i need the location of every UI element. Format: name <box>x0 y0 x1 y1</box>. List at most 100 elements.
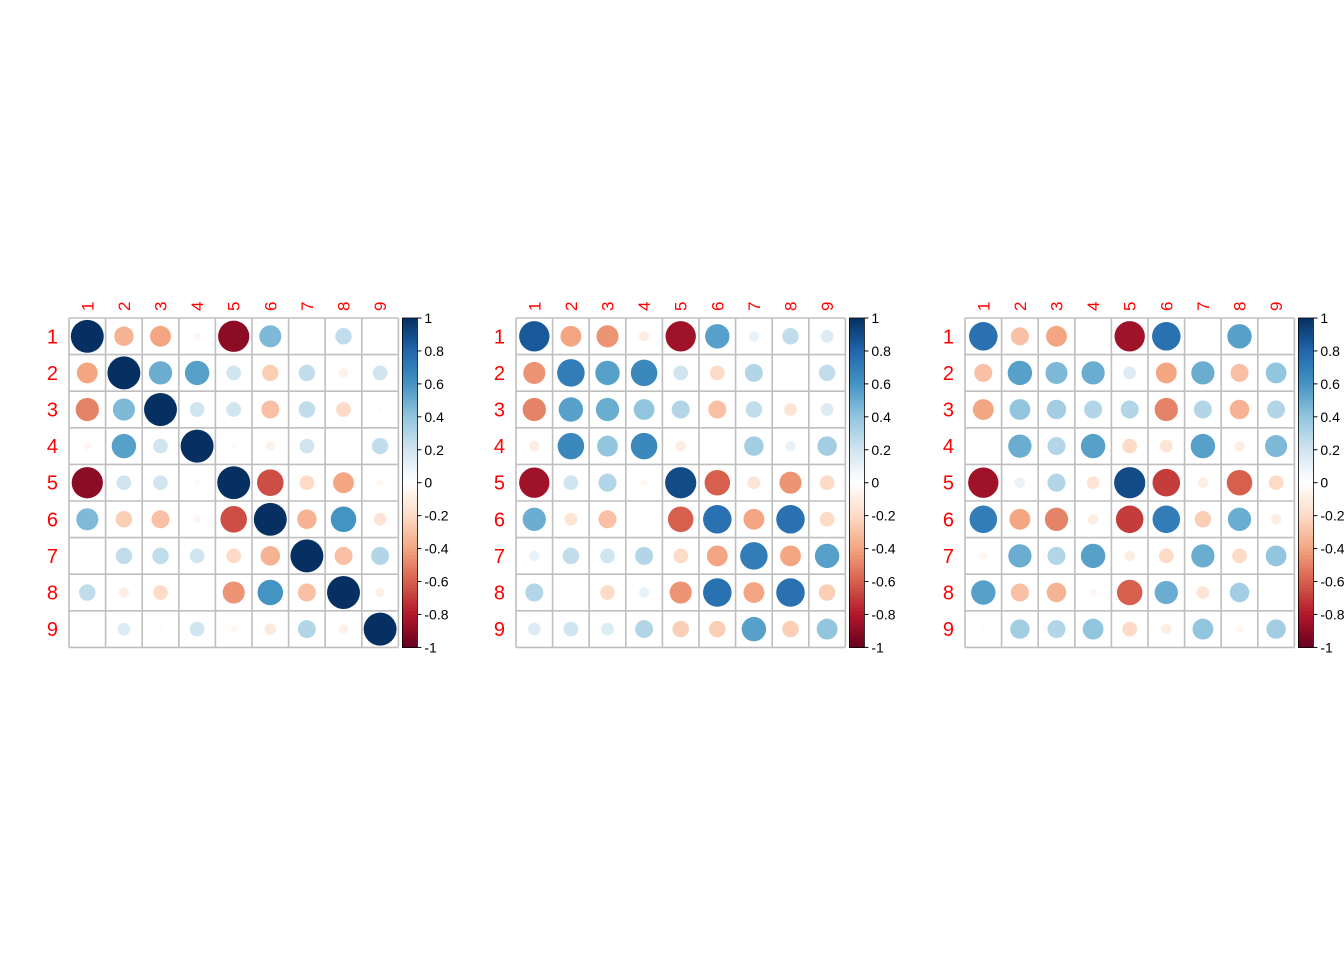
color-legend: 1 0.8 0.6 0.4 0.2 0 -0.2 -0.4 -0.6 -0.8 -1 <box>401 310 449 655</box>
color-legend-band <box>849 397 865 401</box>
row-label: 8 <box>47 583 58 605</box>
corr-circle-r7-c2 <box>115 547 133 565</box>
corr-circle-r3-c9 <box>820 403 834 416</box>
color-legend-band <box>849 640 865 645</box>
corr-circle-r8-c5 <box>222 581 245 604</box>
color-legend-band <box>849 607 865 612</box>
corr-circle-r9-c7 <box>741 616 767 642</box>
corr-circle-r7-c9 <box>814 543 840 569</box>
color-legend-band <box>849 469 865 474</box>
corr-circle-r6-c7 <box>743 508 765 530</box>
corr-circle-r7-c7 <box>290 539 324 573</box>
color-legend-band <box>402 515 418 520</box>
corr-circle-r3-c4 <box>633 399 655 420</box>
corr-circle-r3-c9 <box>377 407 383 412</box>
color-legend-band <box>849 538 865 543</box>
corr-circle-r2-c9 <box>818 364 836 382</box>
corr-circle-r9-c9 <box>363 612 397 646</box>
corr-circle-r8-c3 <box>153 585 168 600</box>
row-label: 4 <box>47 436 58 458</box>
corr-circle-r7-c3 <box>600 548 615 564</box>
color-legend-band <box>402 364 418 369</box>
corr-circle-r4-c5 <box>675 440 686 452</box>
corr-circle-r2-c1 <box>974 363 993 382</box>
color-legend-band <box>849 406 865 411</box>
color-legend-band <box>1298 377 1314 382</box>
corr-circle-r7-c3 <box>152 547 169 565</box>
row-label: 8 <box>494 583 505 605</box>
corr-circle-r2-c7 <box>1191 361 1215 385</box>
corr-circle-r3-c2 <box>112 398 135 421</box>
color-legend-band <box>1298 364 1314 369</box>
corr-circle-r6-c8 <box>330 506 357 533</box>
color-legend-band <box>1298 453 1314 457</box>
color-legend-band <box>402 640 418 645</box>
color-legend-band <box>402 459 418 464</box>
corr-circle-r8-c3 <box>1046 582 1067 603</box>
color-legend-tick-label: 1 <box>871 310 879 326</box>
color-legend-band <box>849 499 865 504</box>
color-legend-band <box>849 597 865 602</box>
corr-circle-r2-c4 <box>184 360 210 386</box>
corr-circle-r1-c8 <box>782 328 799 345</box>
color-legend-band <box>849 515 865 520</box>
column-label: 9 <box>371 302 390 311</box>
corr-circle-r3-c7 <box>298 401 316 418</box>
color-legend-band <box>402 383 418 388</box>
color-legend: 1 0.8 0.6 0.4 0.2 0 -0.2 -0.4 -0.6 -0.8 -1 <box>1298 310 1344 655</box>
color-legend-band <box>1298 528 1314 533</box>
color-legend-band <box>1298 594 1314 599</box>
color-legend-band <box>402 621 418 625</box>
color-legend-band <box>402 334 418 339</box>
color-legend-band <box>849 522 865 527</box>
corr-circle-r6-c1 <box>76 508 99 531</box>
corr-circle-r4-c8 <box>785 440 796 452</box>
color-legend-band <box>849 601 865 606</box>
color-legend-band <box>402 433 418 438</box>
color-legend-band <box>849 403 865 408</box>
corr-circle-r4-c1 <box>529 440 540 452</box>
row-label: 3 <box>47 400 58 422</box>
color-legend-tick-label: -0.4 <box>424 541 448 557</box>
color-legend-band <box>1298 489 1314 494</box>
color-legend-band <box>402 380 418 385</box>
color-legend-band <box>402 581 418 586</box>
column-label: 7 <box>298 302 317 311</box>
color-legend-tick-label: -0.2 <box>1320 508 1344 524</box>
corr-circle-r7-c5 <box>673 548 689 564</box>
row-label: 3 <box>494 400 505 422</box>
color-legend-band <box>1298 505 1314 510</box>
corr-circle-r9-c1 <box>980 626 986 632</box>
corr-circle-r5-c2 <box>1014 477 1026 488</box>
color-legend-tick-label: 0.8 <box>871 343 891 359</box>
color-legend-band <box>849 548 865 553</box>
color-legend-tick-label: 1 <box>1320 310 1328 326</box>
color-legend-band <box>402 518 418 523</box>
color-legend-band <box>402 341 418 345</box>
corr-circle-r2-c2 <box>107 356 141 390</box>
corr-circle-r1-c5 <box>1114 321 1145 352</box>
color-legend-band <box>849 341 865 345</box>
color-legend-band <box>849 495 865 500</box>
corr-circle-r9-c9 <box>1266 619 1286 639</box>
color-legend-band <box>849 453 865 457</box>
color-legend-band <box>1298 502 1314 507</box>
color-legend-band <box>402 578 418 583</box>
color-legend-band <box>849 588 865 592</box>
color-legend-band <box>402 387 418 392</box>
color-legend-band <box>402 466 418 471</box>
color-legend-tick-label: 1 <box>424 310 432 326</box>
color-legend-band <box>1298 403 1314 408</box>
color-legend-tick-label: 0.4 <box>871 409 891 425</box>
corr-circle-r6-c1 <box>969 505 998 534</box>
color-legend-band <box>849 321 865 326</box>
corr-circle-r6-c2 <box>564 512 578 526</box>
color-legend-band <box>402 350 418 355</box>
corr-circle-r7-c8 <box>334 546 353 565</box>
color-legend-band <box>1298 433 1314 438</box>
corr-circle-r9-c4 <box>1082 618 1104 640</box>
corr-circle-r1-c9 <box>1273 333 1279 339</box>
corr-circle-r3-c6 <box>1154 397 1178 422</box>
corr-circle-r6-c8 <box>1227 507 1252 531</box>
color-legend-band <box>849 393 865 398</box>
